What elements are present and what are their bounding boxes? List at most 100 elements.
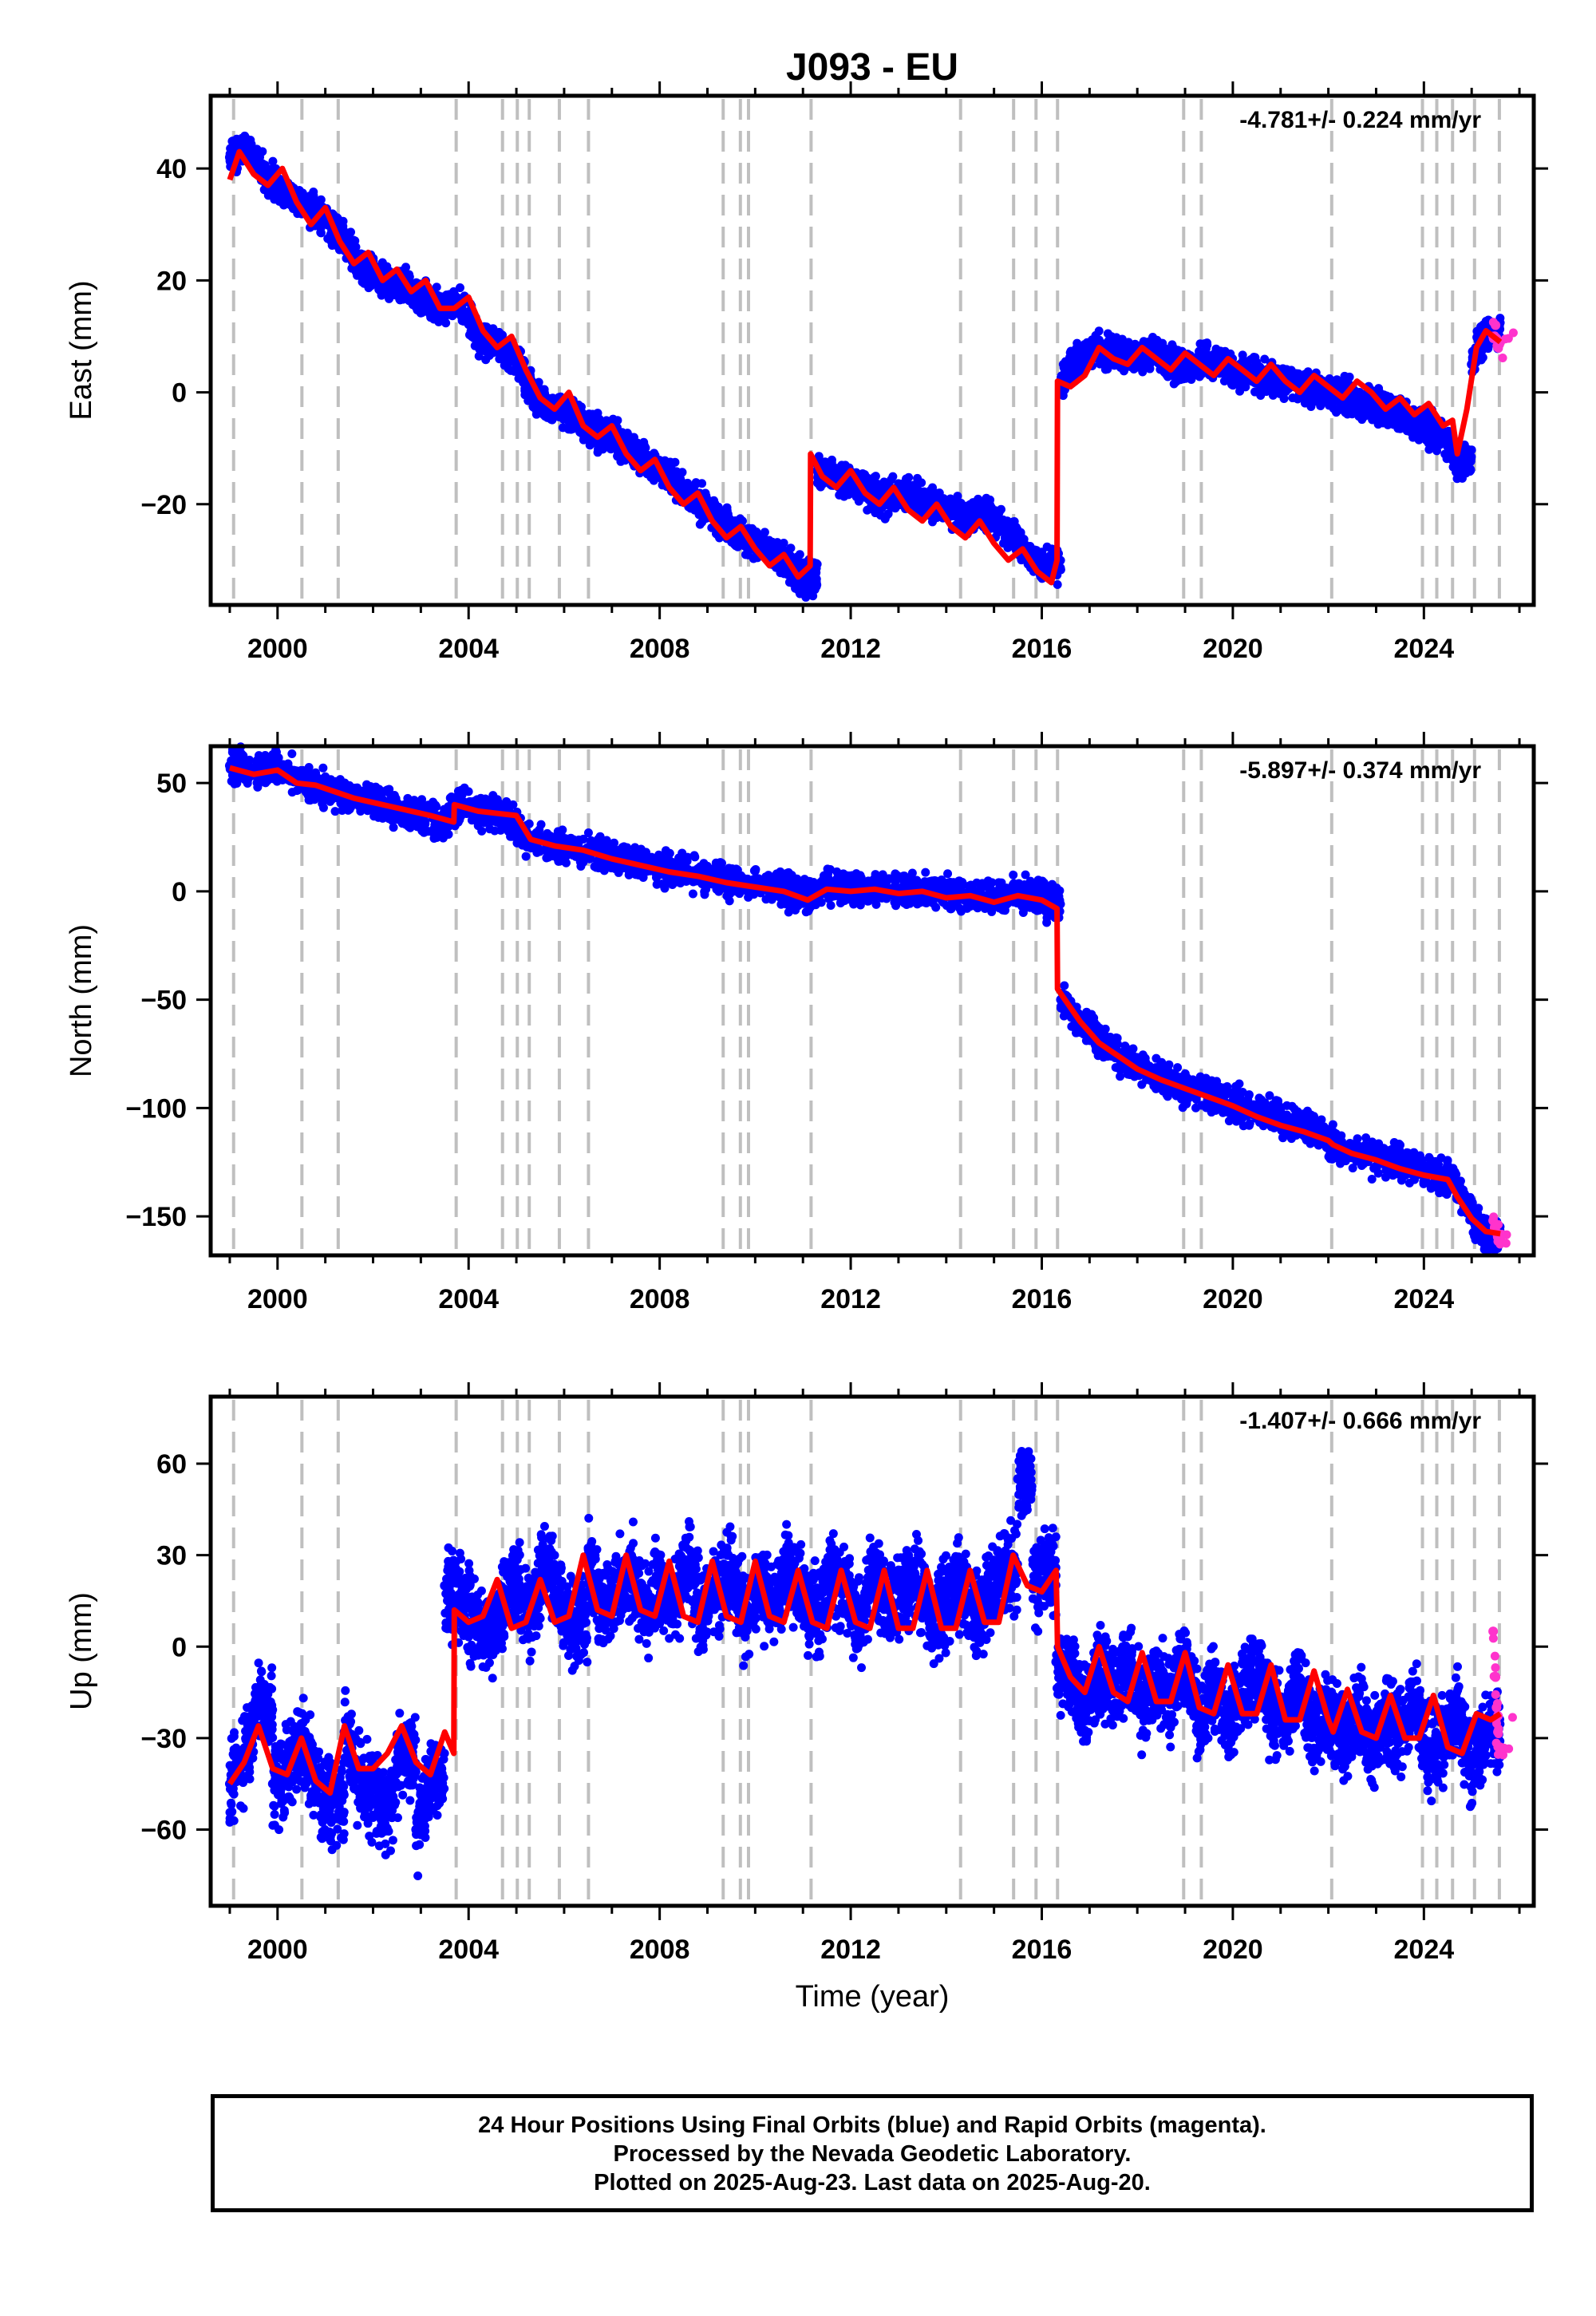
data-point: [670, 457, 680, 467]
x-tick-label: 2024: [1394, 634, 1455, 664]
data-point: [812, 580, 822, 590]
data-point: [981, 500, 990, 510]
series-final: [224, 131, 1505, 602]
data-point: [1018, 537, 1028, 547]
data-point: [609, 440, 618, 449]
data-point: [539, 410, 548, 420]
data-point: [741, 550, 750, 559]
data-point: [904, 472, 914, 482]
data-point: [827, 458, 836, 468]
data-point: [1463, 448, 1472, 457]
data-point: [763, 547, 772, 556]
y-tick-label: 0: [172, 378, 187, 409]
data-point: [691, 478, 701, 488]
data-point: [1491, 320, 1501, 330]
data-point: [474, 351, 484, 361]
data-point: [760, 528, 769, 537]
data-point: [498, 330, 508, 340]
data-point: [1228, 381, 1238, 390]
data-point: [828, 466, 838, 476]
data-point: [1210, 353, 1219, 362]
data-point: [1076, 358, 1085, 367]
data-point: [1404, 425, 1414, 434]
data-point: [772, 538, 782, 547]
data-point: [914, 495, 923, 504]
data-point: [1442, 454, 1452, 464]
x-tick-label: 2000: [247, 634, 308, 664]
data-point: [1508, 328, 1518, 338]
data-point: [593, 409, 602, 418]
data-point: [616, 456, 626, 466]
data-point: [226, 144, 235, 153]
data-point: [1353, 405, 1362, 415]
data-point: [1003, 543, 1013, 552]
data-point: [1163, 353, 1172, 362]
data-point: [455, 283, 464, 293]
data-point: [520, 384, 530, 393]
data-point: [1045, 553, 1054, 563]
data-point: [1007, 532, 1017, 541]
panel-2: 2000 2004 2008 2012 2016 2020 2024500−50−100−1…: [65, 732, 1548, 1314]
data-point: [1362, 404, 1372, 413]
data-point: [969, 503, 978, 512]
data-point: [250, 157, 259, 167]
y-tick-label: 20: [156, 266, 187, 296]
data-point: [1156, 338, 1166, 348]
data-point: [418, 298, 428, 307]
x-tick-label: 2016: [1012, 634, 1073, 664]
data-point: [850, 489, 859, 499]
data-point: [558, 423, 567, 433]
data-point: [259, 160, 268, 169]
data-point: [1411, 417, 1420, 426]
data-point: [246, 136, 255, 145]
data-point: [1310, 395, 1320, 405]
data-point: [332, 213, 342, 223]
data-point: [408, 300, 417, 310]
data-point: [1383, 420, 1393, 429]
data-point: [589, 417, 598, 427]
data-point: [230, 136, 239, 146]
data-point: [628, 443, 638, 453]
data-point: [913, 486, 922, 496]
x-tick-label: 2012: [820, 634, 881, 664]
data-point: [533, 401, 543, 411]
figure-title: J093 - EU: [786, 46, 958, 89]
data-point: [1141, 360, 1151, 370]
data-point: [441, 310, 451, 320]
data-point: [747, 524, 757, 533]
data-point: [1344, 404, 1353, 413]
data-point: [267, 190, 277, 200]
data-point: [804, 575, 813, 584]
data-point: [594, 445, 603, 454]
data-point: [1062, 360, 1072, 370]
data-point: [309, 188, 318, 197]
y-axis-label: East (mm): [65, 280, 98, 420]
data-point: [405, 272, 414, 282]
data-point: [496, 350, 505, 360]
data-point: [364, 283, 373, 293]
data-point: [477, 337, 487, 346]
velocity-label: -4.781+/- 0.224 mm/yr: [1239, 107, 1481, 133]
data-point: [475, 344, 484, 354]
data-point: [1498, 353, 1507, 362]
data-point: [880, 514, 890, 524]
data-point: [926, 486, 935, 496]
data-point: [786, 543, 796, 553]
data-point: [273, 182, 282, 192]
x-tick-label: 2020: [1203, 634, 1263, 664]
data-point: [608, 414, 618, 424]
panel-1: 2000 2004 2008 2012 2016 2020 202440200−20East…: [65, 81, 1548, 664]
data-point: [350, 242, 360, 251]
data-point: [801, 592, 811, 602]
data-point: [385, 294, 394, 303]
data-point: [641, 443, 650, 453]
data-point: [1424, 425, 1434, 434]
data-point: [341, 231, 350, 241]
data-point: [1201, 350, 1211, 359]
data-point: [1119, 348, 1128, 358]
data-point: [387, 285, 397, 294]
data-point: [1440, 438, 1450, 448]
data-point: [246, 149, 255, 159]
data-point: [728, 517, 737, 527]
data-point: [1252, 360, 1262, 370]
